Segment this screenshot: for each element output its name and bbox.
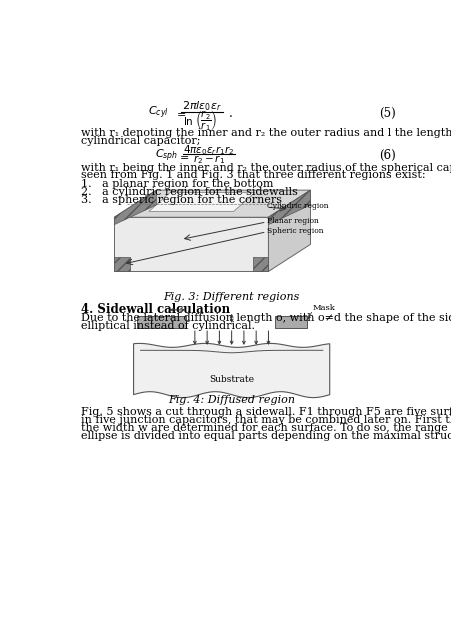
- Text: Fig. 5 shows a cut through a sidewall. F1 through F5 are five surfaces that resu: Fig. 5 shows a cut through a sidewall. F…: [81, 407, 451, 417]
- Text: Mask: Mask: [312, 305, 334, 312]
- Text: elliptical instead of cylindrical.: elliptical instead of cylindrical.: [81, 321, 254, 332]
- Polygon shape: [268, 190, 310, 271]
- Bar: [275, 316, 306, 328]
- Text: (6): (6): [379, 149, 396, 162]
- Text: Cylindric region: Cylindric region: [267, 202, 328, 210]
- Text: Planar region: Planar region: [267, 217, 318, 225]
- Text: $4\pi\varepsilon_0\varepsilon_r r_1 r_2$: $4\pi\varepsilon_0\varepsilon_r r_1 r_2$: [183, 143, 234, 157]
- Text: the width w are determined for each surface. To do so, the range of the quarter-: the width w are determined for each surf…: [81, 423, 451, 433]
- Polygon shape: [114, 190, 156, 225]
- Text: Due to the lateral diffusion length o, with o≠d the shape of the sidewalls is: Due to the lateral diffusion length o, w…: [81, 314, 451, 323]
- Text: 2.   a cylindric region for the sidewalls: 2. a cylindric region for the sidewalls: [81, 187, 297, 197]
- Text: ellipse is divided into equal parts depending on the maximal structure size. The: ellipse is divided into equal parts depe…: [81, 431, 451, 440]
- Polygon shape: [149, 193, 254, 211]
- Polygon shape: [268, 190, 310, 225]
- Text: Fig. 4: Diffused region: Fig. 4: Diffused region: [168, 395, 295, 404]
- Polygon shape: [252, 257, 268, 271]
- Text: $=$: $=$: [174, 108, 186, 118]
- Polygon shape: [133, 344, 329, 397]
- Polygon shape: [114, 217, 268, 271]
- Text: $\ln$: $\ln$: [182, 115, 193, 127]
- Polygon shape: [114, 190, 310, 217]
- Text: $C_{sph}$: $C_{sph}$: [154, 147, 177, 164]
- Text: Substrate: Substrate: [209, 376, 253, 385]
- Text: 1.   a planar region for the bottom: 1. a planar region for the bottom: [81, 179, 273, 189]
- Text: 3.   a spheric region for the corners: 3. a spheric region for the corners: [81, 195, 281, 205]
- Text: $r_2 - r_1$: $r_2 - r_1$: [193, 153, 225, 166]
- Bar: [137, 316, 186, 328]
- Text: $2\pi l\varepsilon_0\varepsilon_r$: $2\pi l\varepsilon_0\varepsilon_r$: [182, 99, 221, 113]
- Text: seen from Fig. 1 and Fig. 3 that three different regions exist:: seen from Fig. 1 and Fig. 3 that three d…: [81, 170, 425, 180]
- Polygon shape: [114, 257, 130, 271]
- Text: with r₁ being the inner and r₂ the outer radius of the spherical capacitor. It c: with r₁ being the inner and r₂ the outer…: [81, 163, 451, 173]
- Text: in five junction capacitors, that may be combined later on. First the height h a: in five junction capacitors, that may be…: [81, 415, 451, 425]
- Text: Fig. 3: Different regions: Fig. 3: Different regions: [163, 292, 299, 301]
- Text: 4. Sidewall calculation: 4. Sidewall calculation: [81, 303, 230, 317]
- Text: $\left(\dfrac{r_2}{r_1}\right)$: $\left(\dfrac{r_2}{r_1}\right)$: [194, 108, 217, 133]
- Text: .: .: [228, 107, 232, 120]
- Text: (5): (5): [379, 107, 396, 120]
- Text: with r₁ denoting the inner and r₂ the outer radius and l the length of the: with r₁ denoting the inner and r₂ the ou…: [81, 128, 451, 138]
- Text: $C_{cyl}$: $C_{cyl}$: [147, 105, 168, 122]
- Text: cylindrical capacitor;: cylindrical capacitor;: [81, 136, 200, 146]
- Text: $=$: $=$: [177, 150, 189, 161]
- Text: Spheric region: Spheric region: [267, 227, 323, 235]
